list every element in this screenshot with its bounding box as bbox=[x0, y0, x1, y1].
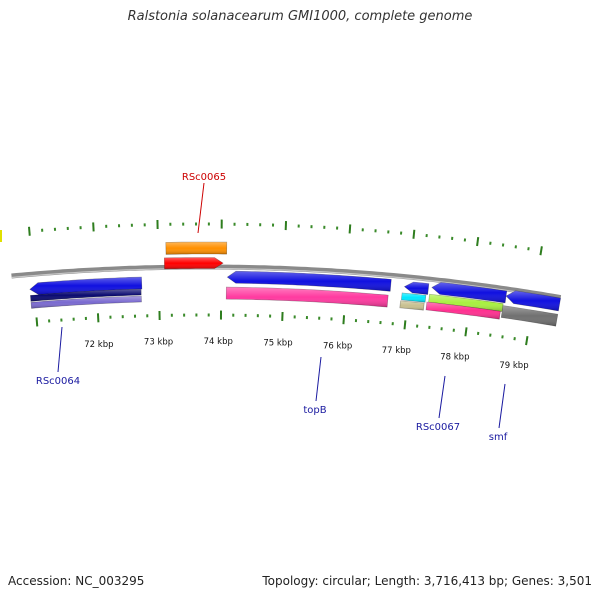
feature-blue-smf-shading bbox=[431, 282, 507, 303]
callout-line-rsc0067 bbox=[438, 375, 446, 419]
scale-tick-label-74: 74 kbp bbox=[204, 337, 233, 347]
gene-label-rsc0064[interactable]: RSc0064 bbox=[36, 376, 80, 387]
feature-cyan-shading bbox=[401, 292, 426, 303]
outer-ring-major-tick bbox=[28, 226, 31, 236]
callout-line-rsc0065 bbox=[197, 182, 205, 234]
feature-orange-shading bbox=[165, 242, 227, 255]
feature-blue-rsc0067-shading bbox=[404, 282, 429, 295]
feature-blue-rsc0064-shading bbox=[29, 277, 142, 295]
outer-ring-major-tick bbox=[539, 246, 543, 256]
page-title: Ralstonia solanacearum GMI1000, complete… bbox=[127, 9, 473, 24]
inner-ring-major-tick bbox=[342, 315, 346, 325]
scale-tick-label-78: 78 kbp bbox=[440, 353, 469, 363]
callout-line-smf bbox=[498, 383, 506, 429]
outer-ring-major-tick bbox=[348, 224, 352, 234]
feature-tan-shading bbox=[399, 300, 425, 311]
gene-label-rsc0065[interactable]: RSc0065 bbox=[182, 172, 226, 183]
gene-label-topb[interactable]: topB bbox=[303, 405, 326, 416]
outer-ring-major-tick bbox=[412, 229, 416, 239]
scale-tick-label-76: 76 kbp bbox=[323, 341, 352, 351]
feature-lime-shading bbox=[428, 294, 504, 312]
inner-ring-major-tick bbox=[464, 327, 468, 337]
outer-ring-major-tick bbox=[476, 236, 480, 247]
genome-stats-label: Topology: circular; Length: 3,716,413 bp… bbox=[262, 574, 592, 588]
gene-label-rsc0067[interactable]: RSc0067 bbox=[416, 422, 460, 433]
callout-line-rsc0064 bbox=[57, 326, 63, 373]
feature-purple-shading bbox=[31, 296, 142, 309]
gene-label-smf[interactable]: smf bbox=[489, 432, 508, 443]
backbone-highlight bbox=[11, 267, 561, 300]
backbone-ring bbox=[11, 264, 562, 301]
inner-ring-major-tick bbox=[525, 335, 529, 346]
gene-callouts: RSc0065 RSc0064 topB RSc0067 smf bbox=[36, 172, 508, 443]
inner-ring-major-tick bbox=[403, 320, 407, 330]
inner-ring-major-tick bbox=[35, 317, 39, 327]
feature-pink-topb-shading bbox=[226, 287, 389, 308]
feature-magenta-shading bbox=[426, 302, 501, 320]
scale-tick-label-75: 75 kbp bbox=[263, 338, 292, 348]
scale-tick-label-79: 79 kbp bbox=[499, 361, 528, 371]
feature-red-rsc0065-shading bbox=[164, 257, 224, 269]
scale-tick-label-77: 77 kbp bbox=[382, 346, 411, 356]
feature-blue-right-shading bbox=[506, 290, 561, 311]
feature-blue-topb-shading bbox=[227, 271, 392, 292]
feature-tracks bbox=[0, 230, 561, 327]
feature-yellow-edge bbox=[0, 230, 2, 242]
scale-labels: 72 kbp 73 kbp 74 kbp 75 kbp 76 kbp 77 kbp 78 k… bbox=[84, 337, 528, 371]
tick-rings bbox=[28, 219, 543, 346]
backbone-line bbox=[11, 264, 562, 301]
accession-label: Accession: NC_003295 bbox=[8, 574, 145, 588]
scale-tick-label-73: 73 kbp bbox=[144, 338, 173, 348]
scale-tick-label-72: 72 kbp bbox=[84, 340, 113, 350]
feature-gray-shading bbox=[501, 305, 558, 327]
callout-line-topb bbox=[315, 356, 322, 402]
feature-navy-shading bbox=[30, 289, 142, 302]
